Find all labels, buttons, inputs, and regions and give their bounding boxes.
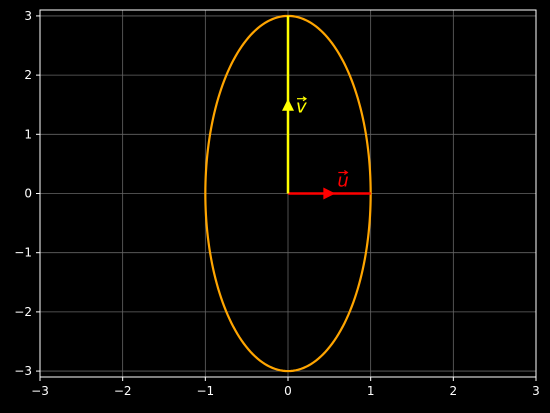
y-tick-label: 1 (24, 127, 32, 141)
y-tick-label: −3 (14, 364, 32, 378)
y-axis-ticks: −3 −2 −1 0 1 2 3 (14, 9, 40, 378)
vector-u-label: u (337, 170, 349, 192)
y-tick-label: 0 (24, 187, 32, 201)
vector-v-arrowhead (282, 98, 294, 111)
x-tick-label: 1 (367, 384, 375, 398)
vector-u-accent-head (344, 170, 349, 175)
ellipse-curve (204, 14, 372, 373)
vector-v-accent-head (302, 96, 308, 102)
y-tick-label: −2 (14, 305, 32, 319)
x-tick-label: −2 (114, 384, 132, 398)
y-tick-label: 3 (24, 9, 32, 23)
vector-v-letter: v (296, 97, 307, 118)
x-tick-label: 0 (284, 384, 292, 398)
x-tick-label: 3 (532, 384, 540, 398)
x-tick-label: −1 (196, 384, 214, 398)
x-tick-label: 2 (450, 384, 458, 398)
vector-v-label: v (296, 96, 308, 118)
vectors: uv (282, 15, 371, 200)
x-axis-ticks: −3 −2 −1 0 1 2 3 (31, 377, 540, 398)
y-tick-label: −1 (14, 246, 32, 260)
x-tick-label: −3 (31, 384, 49, 398)
vector-u-arrowhead (323, 187, 336, 200)
y-tick-label: 2 (24, 68, 32, 82)
vector-u-letter: u (337, 171, 348, 192)
